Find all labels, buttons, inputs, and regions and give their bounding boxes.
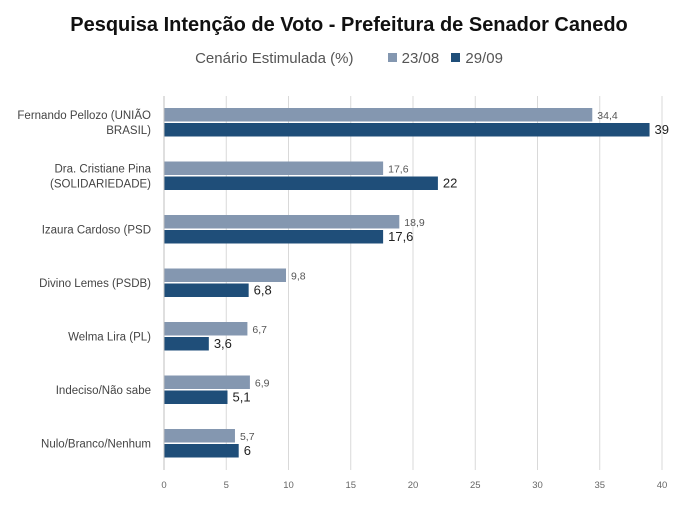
legend-swatch-series-1 bbox=[387, 53, 397, 62]
data-label-series-1: 9,8 bbox=[291, 271, 306, 283]
bar-series-1 bbox=[164, 322, 248, 336]
x-tick-label: 20 bbox=[408, 480, 419, 491]
data-label-series-2: 6,8 bbox=[254, 283, 272, 298]
x-tick-label: 25 bbox=[470, 480, 481, 491]
category-label: Divino Lemes (PSDB) bbox=[39, 278, 151, 290]
x-tick-label: 40 bbox=[657, 480, 668, 491]
bar-series-2 bbox=[164, 176, 438, 190]
chart-title: Pesquisa Intenção de Voto - Prefeitura d… bbox=[70, 14, 628, 36]
x-tick-label: 0 bbox=[161, 480, 166, 491]
bar-series-1 bbox=[164, 161, 384, 175]
bar-series-1 bbox=[164, 268, 287, 282]
data-label-series-2: 5,1 bbox=[232, 390, 250, 405]
bar-series-1 bbox=[164, 108, 593, 122]
x-tick-label: 10 bbox=[283, 480, 294, 491]
category-label: BRASIL) bbox=[106, 125, 151, 137]
legend-label-series-1: 23/08 bbox=[401, 50, 440, 67]
category-label: Izaura Cardoso (PSD bbox=[42, 224, 151, 236]
data-label-series-1: 34,4 bbox=[597, 110, 618, 122]
data-label-series-2: 39 bbox=[655, 122, 669, 137]
data-label-series-2: 3,6 bbox=[214, 336, 232, 351]
data-label-series-2: 17,6 bbox=[388, 229, 413, 244]
data-label-series-1: 18,9 bbox=[404, 217, 425, 229]
data-label-series-1: 6,9 bbox=[255, 378, 270, 390]
legend-item-series-1: 23/08 bbox=[387, 50, 440, 67]
data-label-series-1: 17,6 bbox=[388, 164, 409, 176]
category-label: Dra. Cristiane Pina bbox=[54, 163, 151, 175]
x-tick-label: 15 bbox=[345, 480, 356, 491]
legend-item-series-2: 29/09 bbox=[451, 50, 503, 67]
legend-swatch-series-2 bbox=[451, 53, 461, 62]
bar-series-2 bbox=[164, 230, 384, 244]
chart-legend: Cenário Estimulada (%) 23/08 29/09 bbox=[0, 50, 698, 67]
bar-series-2 bbox=[164, 444, 239, 458]
bar-series-2 bbox=[164, 390, 228, 404]
category-label: Nulo/Branco/Nenhum bbox=[41, 438, 151, 450]
legend-label-series-2: 29/09 bbox=[465, 50, 503, 67]
data-label-series-2: 6 bbox=[244, 443, 251, 458]
data-label-series-1: 6,7 bbox=[252, 324, 267, 336]
x-tick-label: 35 bbox=[594, 480, 605, 491]
category-label: Fernando Pellozo (UNIÃO bbox=[17, 109, 151, 122]
bar-series-2 bbox=[164, 337, 209, 351]
bar-series-1 bbox=[164, 215, 400, 229]
category-label: Welma Lira (PL) bbox=[68, 331, 151, 343]
chart-subtitle: Cenário Estimulada (%) bbox=[195, 50, 354, 67]
bar-series-2 bbox=[164, 283, 249, 297]
x-tick-label: 30 bbox=[532, 480, 543, 491]
bar-series-1 bbox=[164, 375, 250, 389]
data-label-series-1: 5,7 bbox=[240, 431, 255, 443]
data-label-series-2: 22 bbox=[443, 176, 457, 191]
bar-series-2 bbox=[164, 123, 650, 137]
bar-series-1 bbox=[164, 429, 235, 443]
category-label: Indeciso/Não sabe bbox=[56, 385, 151, 397]
category-label: (SOLIDARIEDADE) bbox=[50, 178, 151, 190]
x-tick-label: 5 bbox=[224, 480, 229, 491]
